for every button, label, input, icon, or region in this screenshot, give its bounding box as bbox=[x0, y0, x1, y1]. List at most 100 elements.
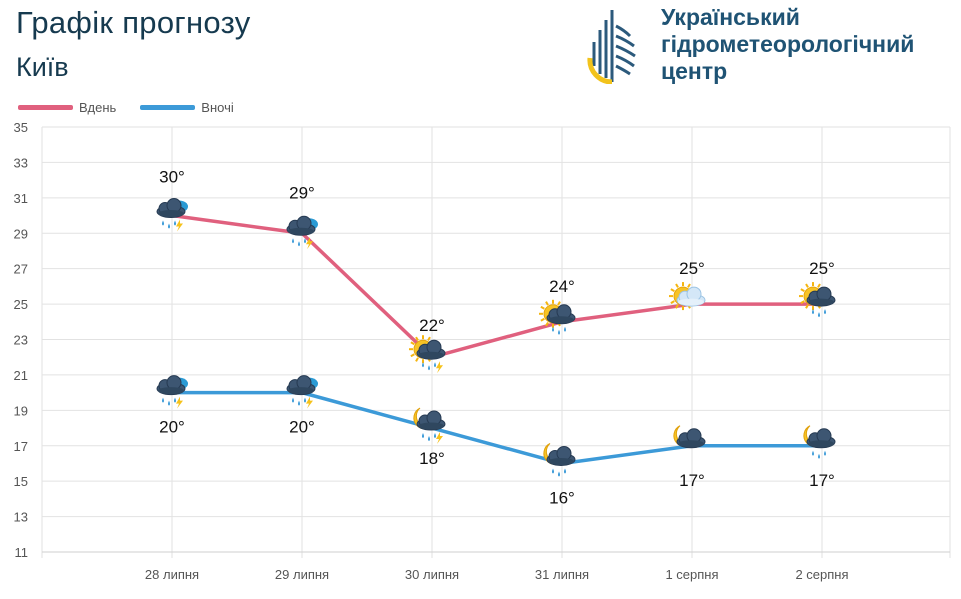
cloud-underside bbox=[158, 387, 184, 395]
rain-drop bbox=[552, 326, 554, 332]
legend-label-night: Вночі bbox=[201, 99, 234, 115]
rain-drop bbox=[552, 468, 554, 474]
x-tick-label: 2 серпня bbox=[795, 567, 848, 582]
moon-cloud-rain-icon bbox=[543, 443, 576, 477]
cloud-shape bbox=[156, 375, 188, 396]
night-temp-label: 17° bbox=[679, 471, 705, 490]
y-tick-label: 21 bbox=[14, 368, 28, 383]
moon-cloud-icon bbox=[673, 425, 706, 449]
x-tick-label: 1 серпня bbox=[665, 567, 718, 582]
sun-ray bbox=[800, 288, 805, 292]
cloud-shape bbox=[156, 198, 188, 219]
y-tick-label: 25 bbox=[14, 297, 28, 312]
cloud-shape bbox=[806, 428, 836, 449]
y-tick-label: 35 bbox=[14, 120, 28, 135]
rain-drop bbox=[174, 220, 176, 226]
rain-drop bbox=[558, 329, 560, 335]
night-temp-label: 20° bbox=[159, 418, 185, 437]
rain-drop bbox=[168, 223, 170, 229]
y-tick-label: 17 bbox=[14, 439, 28, 454]
city-name: Київ bbox=[16, 52, 69, 82]
cloud-underside bbox=[678, 298, 704, 306]
sun-ray bbox=[540, 317, 545, 322]
day-temp-label: 24° bbox=[549, 277, 575, 296]
org-name-line: центр bbox=[661, 58, 728, 84]
cloud-underside bbox=[288, 387, 314, 395]
legend-swatch-night bbox=[140, 104, 196, 110]
cloud-shape bbox=[416, 339, 446, 360]
page-title: Графік прогнозу bbox=[16, 5, 251, 40]
cloud-underside bbox=[158, 210, 184, 218]
sun-ray bbox=[410, 353, 415, 358]
lightning-bolt bbox=[176, 219, 183, 232]
sun-cloud-icon bbox=[669, 282, 706, 311]
rain-drop bbox=[174, 397, 176, 403]
rain-drop bbox=[434, 433, 436, 439]
rain-drop bbox=[812, 450, 814, 456]
lightning-bolt bbox=[436, 432, 443, 445]
day-temp-label: 25° bbox=[809, 259, 835, 278]
rain-drop bbox=[292, 397, 294, 403]
legend-label-day: Вдень bbox=[79, 99, 117, 115]
day-temp-label: 22° bbox=[419, 316, 445, 335]
rain-drop bbox=[434, 362, 436, 368]
sun-ray bbox=[670, 300, 675, 304]
sun-ray bbox=[545, 321, 549, 327]
rain-drop bbox=[812, 309, 814, 315]
cloud-shape bbox=[286, 215, 318, 236]
day-temp-label: 25° bbox=[679, 259, 705, 278]
thunderstorm-rain-icon bbox=[286, 215, 318, 250]
chart-grid bbox=[41, 126, 951, 558]
cloud-underside bbox=[418, 351, 444, 359]
y-tick-label: 13 bbox=[14, 510, 28, 525]
cloud-shape bbox=[546, 304, 576, 325]
x-tick-label: 30 липня bbox=[405, 567, 459, 582]
thunderstorm-rain-icon bbox=[156, 198, 188, 232]
rain-drop bbox=[304, 238, 306, 244]
y-tick-label: 11 bbox=[15, 545, 29, 560]
sun-ray bbox=[675, 283, 679, 288]
night-temp-label: 18° bbox=[419, 449, 445, 468]
rain-drop bbox=[168, 400, 170, 406]
thunderstorm-rain-icon bbox=[156, 375, 188, 409]
day-temp-label: 30° bbox=[159, 168, 185, 187]
cloud-shape bbox=[416, 410, 446, 431]
lightning-bolt bbox=[306, 396, 313, 409]
rain-drop bbox=[422, 433, 424, 439]
sun-ray bbox=[427, 336, 431, 342]
lightning-bolt bbox=[436, 361, 443, 374]
series-line-night bbox=[170, 390, 824, 466]
y-tick-label: 29 bbox=[14, 226, 28, 241]
rain-drop bbox=[162, 220, 164, 226]
sun-ray bbox=[670, 288, 675, 292]
y-tick-label: 15 bbox=[14, 474, 28, 489]
rain-drop bbox=[818, 312, 820, 318]
sun-ray bbox=[415, 336, 419, 342]
legend-item-day[interactable]: Вдень bbox=[18, 100, 116, 115]
rain-drop bbox=[422, 362, 424, 368]
y-tick-label: 19 bbox=[14, 403, 28, 418]
rain-drop bbox=[298, 400, 300, 406]
rain-drop bbox=[824, 309, 826, 315]
day-temp-label: 29° bbox=[289, 183, 315, 202]
night-temp-label: 16° bbox=[549, 488, 575, 507]
org-name-line: гідрометеорологічний bbox=[661, 31, 915, 57]
cloud-underside bbox=[548, 316, 574, 324]
cloud-shape bbox=[676, 286, 706, 307]
legend-item-night[interactable]: Вночі bbox=[140, 99, 234, 115]
org-name-line: Український bbox=[661, 4, 800, 30]
y-tick-label: 23 bbox=[14, 333, 28, 348]
rain-drop bbox=[162, 397, 164, 403]
y-tick-label: 33 bbox=[14, 155, 28, 170]
cloud-underside bbox=[418, 422, 444, 430]
lightning-bolt bbox=[306, 237, 313, 250]
moon-cloud-rain-icon bbox=[803, 425, 836, 459]
thunderstorm-rain-icon bbox=[286, 375, 318, 409]
rain-drop bbox=[298, 241, 300, 247]
cloud-underside bbox=[288, 227, 314, 235]
sun-ray bbox=[805, 283, 809, 288]
sun-ray bbox=[687, 283, 691, 288]
series-line-day bbox=[170, 213, 824, 359]
sun-ray bbox=[540, 305, 545, 310]
cloud-underside bbox=[808, 440, 834, 448]
